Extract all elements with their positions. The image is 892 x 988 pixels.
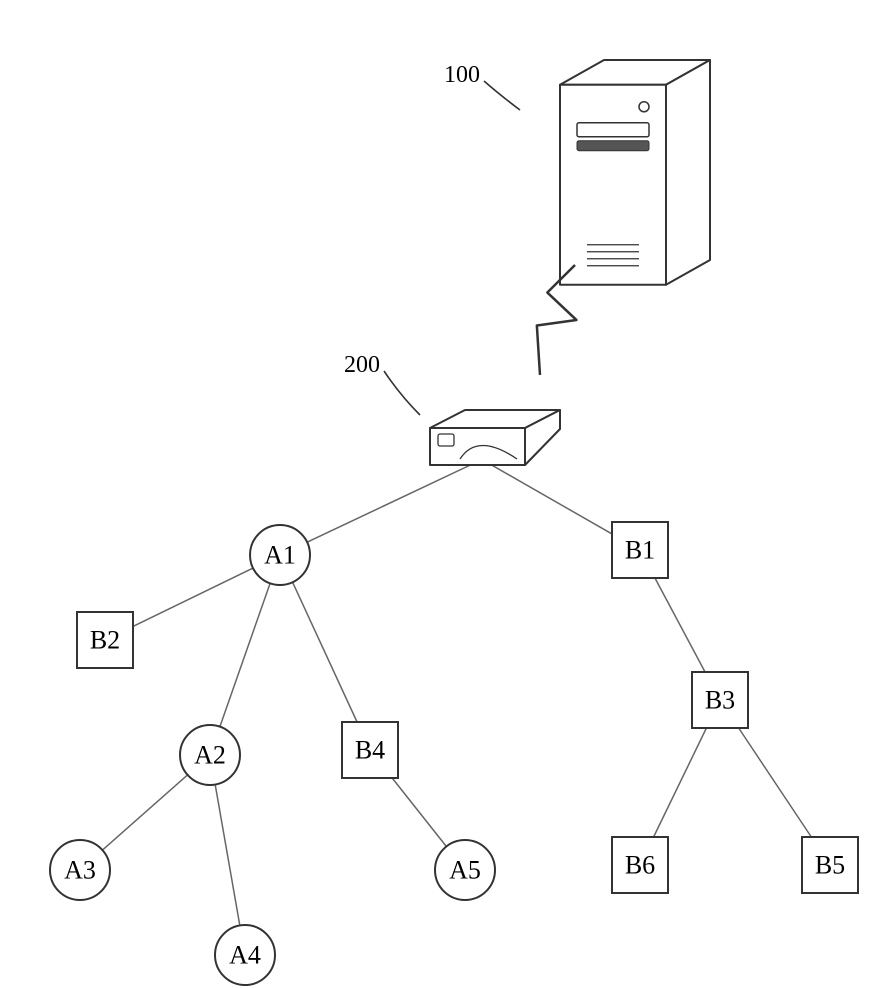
node-label-B2: B2 (90, 626, 120, 655)
node-B4: B4 (342, 722, 398, 778)
edge-router-A1 (307, 460, 482, 543)
node-label-B4: B4 (355, 736, 385, 765)
node-A5: A5 (435, 840, 495, 900)
node-label-A1: A1 (264, 541, 296, 570)
edge-B1-B3 (655, 578, 705, 672)
node-B3: B3 (692, 672, 748, 728)
node-label-B1: B1 (625, 536, 655, 565)
node-A4: A4 (215, 925, 275, 985)
edge-B3-B6 (654, 728, 707, 837)
ref-server-label: 100 (444, 62, 480, 88)
edge-B3-B5 (739, 728, 812, 837)
edge-A1-A2 (220, 583, 270, 726)
node-A3: A3 (50, 840, 110, 900)
node-label-A4: A4 (229, 941, 261, 970)
ref-server: 100 (444, 62, 520, 110)
router-icon (430, 410, 560, 465)
node-label-B6: B6 (625, 851, 655, 880)
node-label-B5: B5 (815, 851, 845, 880)
ref-router-label: 200 (344, 352, 380, 378)
node-B2: B2 (77, 612, 133, 668)
edge-A1-B2 (133, 568, 253, 626)
node-label-A5: A5 (449, 856, 481, 885)
node-A1: A1 (250, 525, 310, 585)
edge-A2-A3 (102, 775, 187, 850)
nodes-group: A1 B1 B2 A2 B4 B3 A3 A4 A5 B6 B5 (50, 522, 858, 985)
ref-server-leader (484, 81, 520, 110)
edge-A1-B4 (293, 582, 358, 722)
node-label-A2: A2 (194, 741, 226, 770)
node-B1: B1 (612, 522, 668, 578)
node-label-A3: A3 (64, 856, 96, 885)
edge-router-B1 (482, 460, 612, 534)
node-B6: B6 (612, 837, 668, 893)
server-icon (560, 60, 710, 285)
node-B5: B5 (802, 837, 858, 893)
ref-router: 200 (344, 352, 420, 415)
node-label-B3: B3 (705, 686, 735, 715)
node-A2: A2 (180, 725, 240, 785)
edge-A2-A4 (215, 785, 240, 926)
edge-B4-A5 (392, 778, 446, 846)
diagram-canvas: A1 B1 B2 A2 B4 B3 A3 A4 A5 B6 B5 100 200 (0, 0, 892, 988)
ref-router-leader (384, 371, 420, 415)
